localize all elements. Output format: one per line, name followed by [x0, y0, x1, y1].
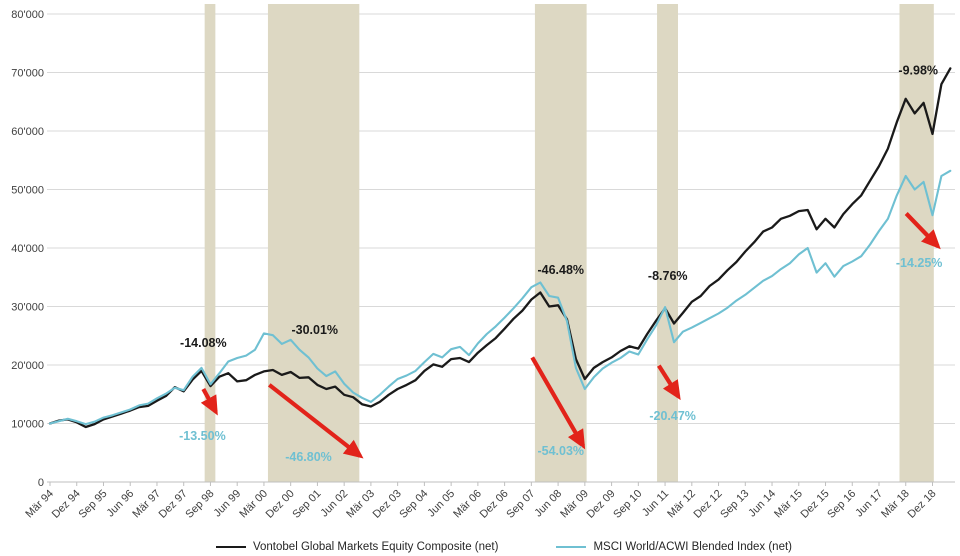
x-axis-label: Sep 98 [183, 488, 216, 521]
series-line-vontobel [48, 67, 952, 429]
x-axis-label: Dez 03 [371, 488, 404, 521]
drawdown-arrow [530, 356, 586, 450]
legend-label-msci: MSCI World/ACWI Blended Index (net) [593, 541, 792, 553]
x-axis-label: Jun 05 [425, 488, 457, 520]
drawdown-label-msci: -46.80% [285, 450, 332, 464]
x-axis-label: Dez 18 [905, 488, 938, 521]
x-axis-label: Mär 12 [665, 488, 698, 521]
x-axis-label: Sep 16 [825, 488, 858, 521]
x-axis-label: Mär 94 [23, 488, 56, 521]
x-axis-label: Sep 01 [290, 488, 323, 521]
drawdown-arrow [657, 364, 681, 401]
y-axis-label: 40'000 [11, 243, 44, 255]
x-axis-label: Mär 03 [344, 488, 377, 521]
drawdown-arrow [200, 387, 218, 416]
series-line-msci [48, 169, 952, 426]
x-axis-label: Jun 08 [532, 488, 564, 520]
x-axis-label: Jun 02 [318, 488, 350, 520]
drawdown-label-vontobel: -9.98% [898, 64, 938, 78]
x-axis-label: Jun 14 [746, 488, 778, 520]
x-axis-label: Dez 12 [692, 488, 725, 521]
x-axis-label: Mär 06 [451, 488, 484, 521]
drawdown-label-vontobel: -14.08% [180, 336, 227, 350]
line-swatch-vontobel [215, 545, 246, 549]
drawdown-arrow [904, 212, 941, 250]
y-axis-label: 50'000 [11, 185, 44, 197]
chart-legend: Vontobel Global Markets Equity Composite… [0, 541, 960, 553]
x-axis-label: Mär 00 [237, 488, 270, 521]
line-swatch-msci [556, 545, 587, 549]
x-axis-label: Sep 07 [504, 488, 537, 521]
recession-band [204, 4, 216, 482]
drawdown-label-msci: -14.25% [896, 256, 943, 270]
x-axis-label: Mär 97 [130, 488, 163, 521]
y-axis-label: 70'000 [11, 68, 44, 80]
y-axis-label: 0 [38, 477, 44, 489]
x-axis-label: Mär 15 [772, 488, 805, 521]
recession-band [267, 4, 360, 482]
x-axis-label: Dez 97 [157, 488, 190, 521]
drawdown-label-vontobel: -8.76% [648, 269, 688, 283]
drawdown-arrow [267, 383, 364, 459]
drawdown-label-msci: -54.03% [537, 444, 584, 458]
recession-band [657, 4, 678, 482]
y-axis-label: 30'000 [11, 302, 44, 314]
legend-item-vontobel: Vontobel Global Markets Equity Composite… [215, 541, 499, 553]
recession-band [534, 4, 587, 482]
x-axis-label: Jun 99 [211, 488, 243, 520]
x-axis-label: Dez 94 [50, 488, 83, 521]
x-axis-label: Dez 09 [585, 488, 618, 521]
x-axis-label: Jun 96 [105, 488, 137, 520]
y-axis-label: 10'000 [11, 419, 44, 431]
x-axis-label: Sep 95 [76, 488, 109, 521]
x-axis-label: Mär 18 [879, 488, 912, 521]
legend-item-msci: MSCI World/ACWI Blended Index (net) [556, 541, 792, 553]
x-axis-label: Jun 17 [853, 488, 885, 520]
drawdown-label-msci: -13.50% [179, 429, 226, 443]
drawdown-label-vontobel: -46.48% [537, 263, 584, 277]
drawdown-label-msci: -20.47% [649, 409, 696, 423]
y-axis-label: 80'000 [11, 9, 44, 21]
y-axis-label: 20'000 [11, 360, 44, 372]
x-axis-label: Dez 06 [478, 488, 511, 521]
legend-label-vontobel: Vontobel Global Markets Equity Composite… [252, 541, 499, 553]
x-axis-label: Dez 00 [264, 488, 297, 521]
drawdown-label-vontobel: -30.01% [291, 323, 338, 337]
x-axis-label: Sep 04 [397, 488, 430, 521]
y-axis-label: 60'000 [11, 126, 44, 138]
x-axis-label: Sep 13 [718, 488, 751, 521]
x-axis-label: Sep 10 [611, 488, 644, 521]
x-axis-label: Dez 15 [799, 488, 832, 521]
x-axis-label: Mär 09 [558, 488, 591, 521]
